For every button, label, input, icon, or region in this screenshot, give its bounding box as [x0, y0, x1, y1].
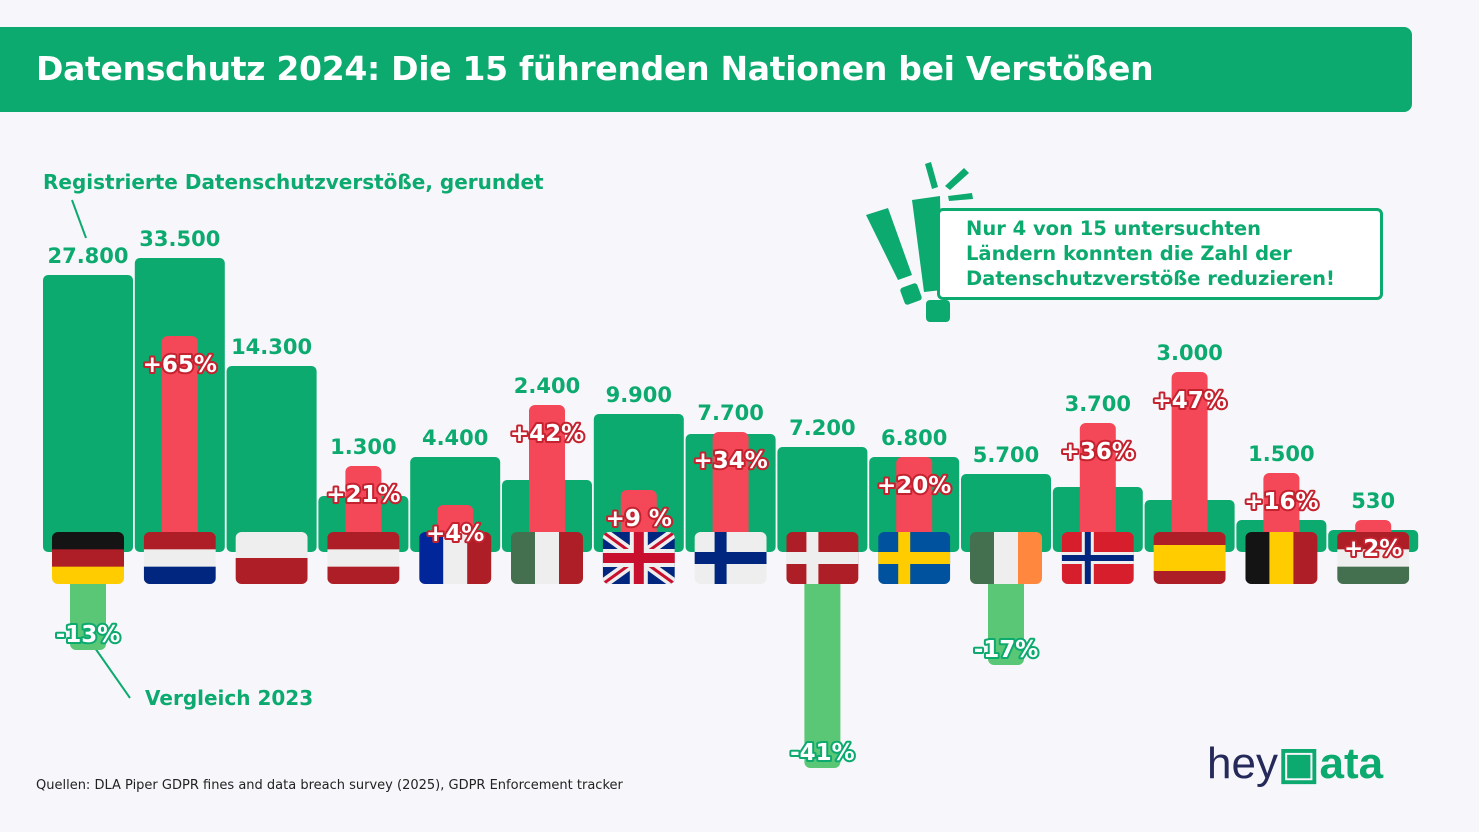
change-bar-increase [529, 405, 565, 542]
value-label: 1.300 [330, 435, 396, 459]
ylabel-pointer [71, 199, 87, 239]
change-label-hu: +2% [1344, 536, 1402, 562]
flag-gb-icon [602, 532, 675, 584]
change-label-dk: -41% [790, 740, 855, 766]
change-label-no: +36% [1061, 439, 1135, 465]
heydata-logo: hey▣ata [1207, 739, 1384, 788]
change-label-se: +20% [877, 473, 951, 499]
page-title: Datenschutz 2024: Die 15 führenden Natio… [36, 49, 1154, 88]
value-label: 2.400 [514, 374, 580, 398]
flag-pl-icon [235, 532, 308, 584]
flag-nl-icon [143, 532, 216, 584]
change-bar-increase [1079, 423, 1116, 542]
value-label: 27.800 [47, 244, 128, 268]
value-label: 9.900 [606, 383, 672, 407]
flag-es-icon [1153, 532, 1226, 584]
change-bar-increase [1171, 372, 1208, 542]
change-label-be: +16% [1244, 489, 1318, 515]
bar-dk [777, 447, 868, 552]
change-bar-increase [712, 432, 749, 542]
value-label: 33.500 [139, 227, 220, 251]
change-label-it: +42% [510, 421, 584, 447]
value-label: 4.400 [422, 426, 488, 450]
flag-fi-icon [694, 532, 767, 584]
change-bar-decrease [804, 562, 841, 768]
value-label: 14.300 [231, 335, 312, 359]
change-bar-increase [345, 466, 382, 542]
change-label-fr: +4% [426, 521, 484, 547]
change-label-ie: -17% [974, 637, 1039, 663]
change-bar-decrease [988, 562, 1024, 665]
flag-ie-icon [970, 532, 1042, 584]
flag-hu-icon [1337, 532, 1410, 584]
flag-be-icon [1245, 532, 1318, 584]
change-label-fi: +34% [693, 448, 767, 474]
flag-dk-icon [786, 532, 859, 584]
flag-fr-icon [419, 532, 492, 584]
value-label: 7.200 [789, 416, 855, 440]
flag-it-icon [511, 532, 583, 584]
value-label: 7.700 [697, 401, 763, 425]
change-label-gb: +9 % [606, 506, 672, 532]
exclamation-icon [866, 162, 973, 322]
value-label: 6.800 [881, 426, 947, 450]
change-pointer [94, 647, 131, 699]
value-label: 5.700 [973, 443, 1039, 467]
bar-gb [593, 414, 684, 552]
change-bar-increase [161, 336, 198, 542]
source-note: Quellen: DLA Piper GDPR fines and data b… [36, 778, 623, 793]
change-bar-increase [1263, 473, 1300, 542]
bar-pl [226, 366, 317, 552]
bar-fr [410, 457, 501, 552]
title-banner [0, 27, 1412, 112]
y-axis-label: Registrierte Datenschutzverstöße, gerund… [43, 170, 544, 194]
value-label: 1.500 [1248, 442, 1314, 466]
change-label-nl: +65% [143, 352, 217, 378]
change-bar-increase [896, 457, 933, 542]
callout-box: Nur 4 von 15 untersuchten Ländern konnte… [937, 208, 1383, 300]
value-label: 3.000 [1156, 341, 1222, 365]
change-label-at: +21% [326, 482, 400, 508]
bar-de [43, 275, 133, 552]
flag-no-icon [1061, 532, 1134, 584]
value-label: 3.700 [1065, 392, 1131, 416]
change-label: Vergleich 2023 [145, 686, 314, 710]
value-label: 530 [1351, 489, 1395, 513]
flag-se-icon [878, 532, 951, 584]
change-label-es: +47% [1152, 388, 1226, 414]
callout-text: Nur 4 von 15 untersuchten Ländern konnte… [966, 217, 1335, 290]
change-bar-increase [620, 490, 657, 542]
change-label-de: -13% [56, 622, 121, 648]
flag-de-icon [52, 532, 124, 584]
flag-at-icon [327, 532, 400, 584]
